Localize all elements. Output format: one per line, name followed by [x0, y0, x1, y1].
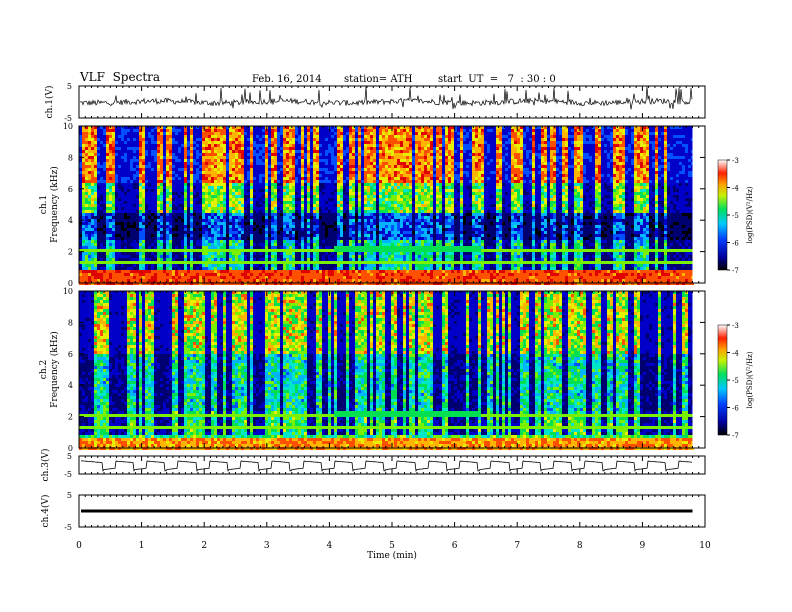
s1-colorbar-tick-label: -7: [732, 267, 739, 275]
ch4-y-label: ch.4(V): [40, 495, 51, 528]
x-tick-label: 5: [389, 541, 395, 551]
s2-spectrogram-image: [79, 291, 694, 450]
s2-colorbar-tick-label: -4: [732, 350, 739, 358]
s1-colorbar-tick-label: -6: [732, 240, 739, 248]
ch1-y-tick-label: -5: [64, 114, 72, 123]
ch1-y-label: ch.1(V): [44, 86, 55, 119]
s2-colorbar-tick-label: -7: [732, 432, 739, 440]
s2-blank-region: [692, 291, 705, 448]
s1-blank-region: [692, 126, 705, 283]
s2-y-tick-label: 6: [68, 350, 73, 359]
start-ut-label: start UT = 7 : 30 : 0: [438, 74, 556, 85]
s2-colorbar-tick-label: -6: [732, 405, 739, 413]
s1-y-tick-label: 4: [68, 216, 73, 225]
ch3-y-tick-label: 5: [67, 452, 72, 461]
x-tick-label: 9: [640, 541, 646, 551]
ch1-waveform-line: [79, 86, 693, 110]
s2-y-tick-label: 10: [63, 287, 73, 296]
x-axis-label: Time (min): [367, 550, 417, 561]
s2-colorbar-tick-label: -3: [732, 322, 739, 330]
s1-y-tick-label: 6: [68, 185, 73, 194]
s2-y-label: Frequency (kHz): [49, 331, 60, 408]
s1-colorbar-tick-label: -3: [732, 157, 739, 165]
ch1-y-tick-label: 5: [67, 82, 72, 91]
x-tick-label: 3: [264, 541, 270, 551]
ch3-waveform-line: [80, 460, 693, 472]
s1-colorbar-tick-label: -5: [732, 212, 739, 220]
ch4-y-tick-label: 5: [67, 491, 72, 500]
date-label: Feb. 16, 2014: [252, 74, 322, 85]
s1-colorbar: [717, 159, 728, 271]
s2-y-tick-label: 2: [68, 413, 73, 422]
s1-y-tick-label: 2: [68, 248, 73, 257]
x-tick-label: 1: [139, 541, 145, 551]
s2-y-tick-label: 4: [68, 381, 73, 390]
x-tick-label: 7: [514, 541, 520, 551]
x-tick-label: 0: [76, 541, 82, 551]
s2-colorbar-tick-label: -5: [732, 377, 739, 385]
x-tick-label: 8: [577, 541, 583, 551]
s1-colorbar-tick-label: -4: [732, 185, 739, 193]
s1-spectrogram-image: [79, 126, 694, 285]
s2-channel-label: ch.2: [39, 360, 49, 379]
ch3-y-tick-label: -5: [64, 470, 72, 479]
s2-y-tick-label: 0: [68, 444, 73, 453]
s1-colorbar-label: log(PSD)(V²/Hz): [746, 186, 754, 243]
x-tick-label: 4: [327, 541, 333, 551]
s1-y-label: Frequency (kHz): [49, 166, 60, 243]
station-label: station= ATH: [344, 74, 412, 85]
x-tick-label: 6: [452, 541, 458, 551]
s2-colorbar: [717, 324, 728, 436]
s1-channel-label: ch.1: [39, 195, 49, 214]
s2-colorbar-label: log(PSD)(V²/Hz): [746, 351, 754, 408]
s1-y-tick-label: 0: [68, 279, 73, 288]
x-tick-label: 10: [699, 541, 711, 551]
s1-y-tick-label: 10: [63, 122, 73, 131]
s1-y-tick-label: 8: [68, 153, 73, 162]
chart-title: VLF Spectra: [80, 70, 160, 84]
ch3-y-label: ch.3(V): [40, 449, 51, 482]
s2-y-tick-label: 8: [68, 318, 73, 327]
ch4-y-tick-label: -5: [64, 523, 72, 532]
x-tick-label: 2: [201, 541, 207, 551]
